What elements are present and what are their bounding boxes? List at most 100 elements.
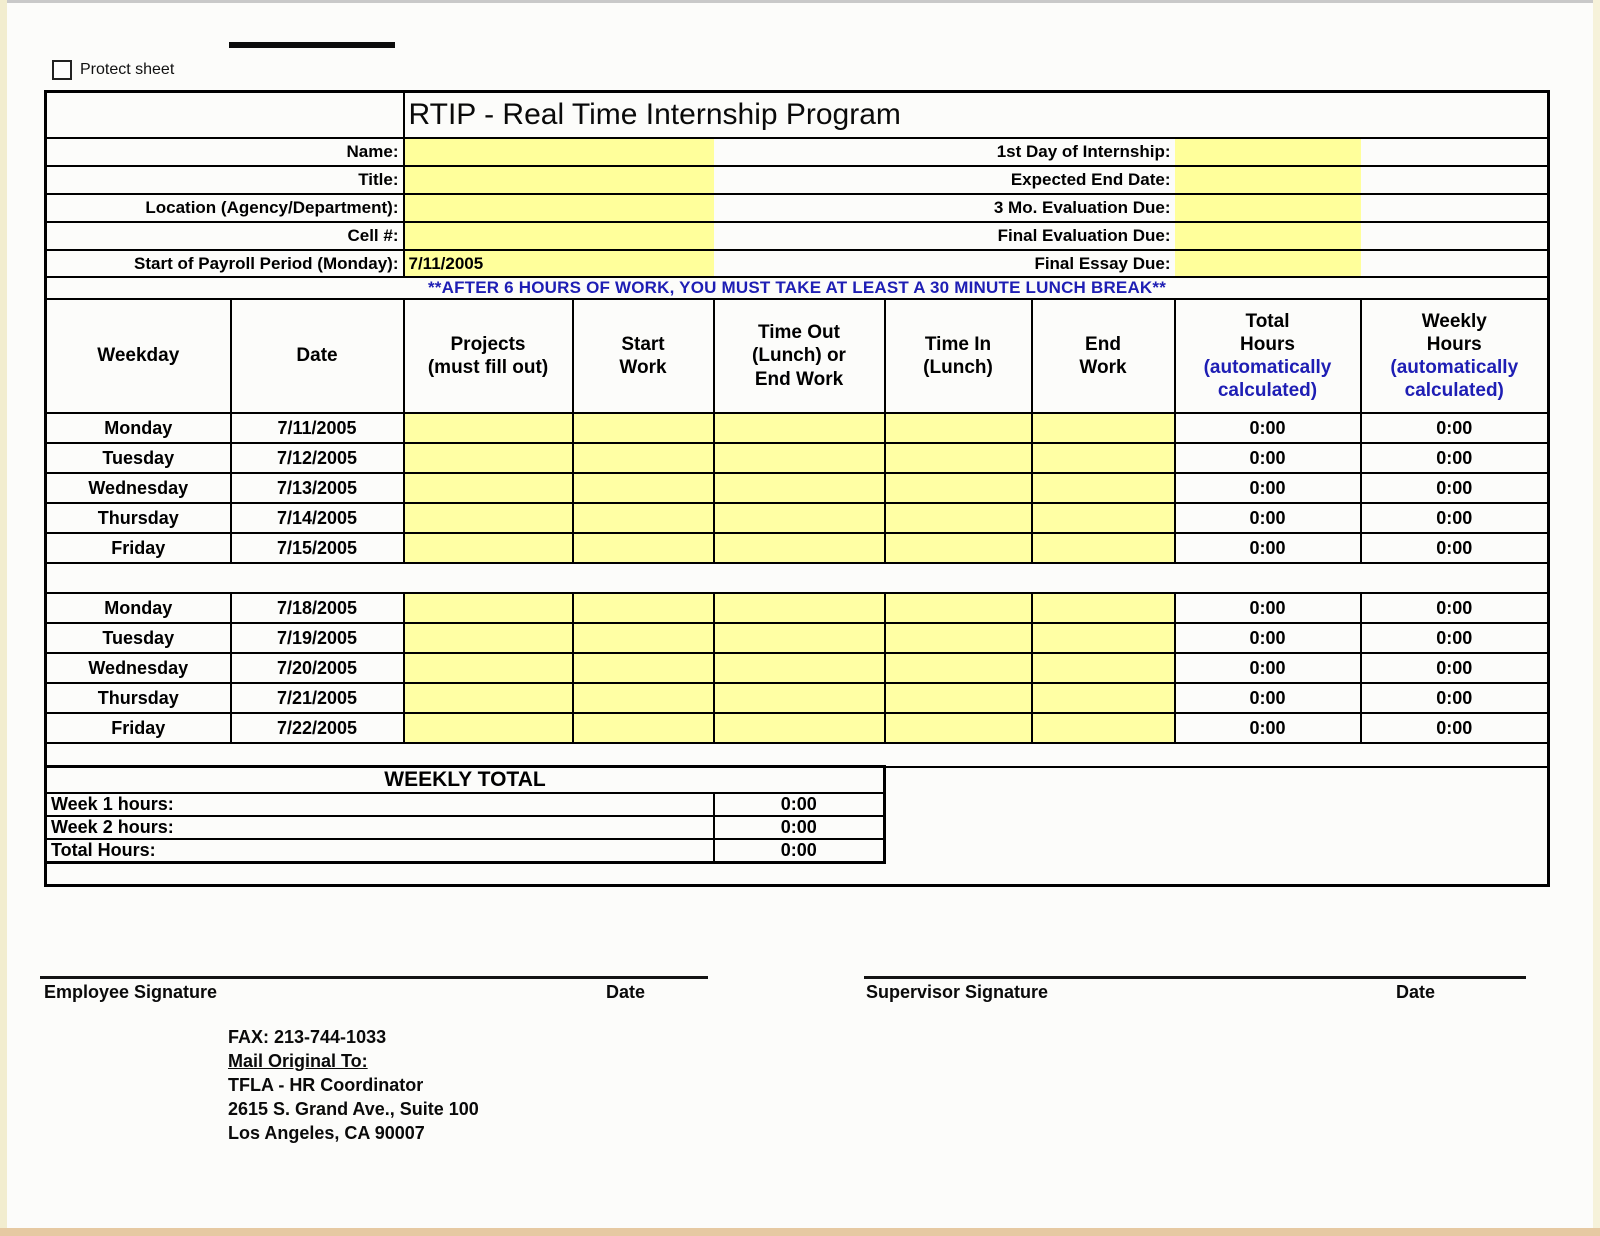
name-input-cell[interactable] xyxy=(402,137,714,167)
weekly-hours-cell: 0:00 xyxy=(1359,532,1550,564)
entry-start-work-cell[interactable] xyxy=(571,712,715,744)
page-border-top xyxy=(0,0,1600,3)
entry-start-work-cell[interactable] xyxy=(571,442,715,474)
weekly-hours-cell: 0:00 xyxy=(1359,442,1550,474)
entry-time-in-cell[interactable] xyxy=(883,532,1033,564)
entry-time-out-cell[interactable] xyxy=(712,472,886,504)
entry-projects-cell[interactable] xyxy=(402,652,574,684)
entry-time-in-cell[interactable] xyxy=(883,442,1033,474)
entry-projects-cell[interactable] xyxy=(402,412,574,444)
entry-time-in-cell[interactable] xyxy=(883,592,1033,624)
entry-projects-cell[interactable] xyxy=(402,532,574,564)
entry-start-work-cell[interactable] xyxy=(571,412,715,444)
payroll-start-input-cell[interactable]: 7/11/2005 xyxy=(402,249,714,278)
total-hours-cell: 0:00 xyxy=(1173,502,1362,534)
timesheet-table: RTIP - Real Time Internship Program Name… xyxy=(44,90,1551,887)
entry-projects-cell[interactable] xyxy=(402,592,574,624)
table-row: Monday 7/18/2005 0:00 0:00 xyxy=(44,592,1550,624)
entry-end-work-cell[interactable] xyxy=(1030,652,1176,684)
entry-end-work-cell[interactable] xyxy=(1030,712,1176,744)
entry-time-out-cell[interactable] xyxy=(712,502,886,534)
date-cell: 7/22/2005 xyxy=(229,712,405,744)
entry-time-out-cell[interactable] xyxy=(712,682,886,714)
supervisor-signature-line xyxy=(864,976,1526,979)
entry-projects-cell[interactable] xyxy=(402,442,574,474)
page-border-right xyxy=(1593,0,1600,1236)
entry-projects-cell[interactable] xyxy=(402,682,574,714)
location-input-cell[interactable] xyxy=(402,193,714,223)
weekday-cell: Tuesday xyxy=(44,622,232,654)
entry-start-work-cell[interactable] xyxy=(571,622,715,654)
jobtitle-input-cell[interactable] xyxy=(402,165,714,195)
final-eval-input-cell[interactable] xyxy=(1174,221,1361,251)
entry-time-out-cell[interactable] xyxy=(712,412,886,444)
location-label: Location (Agency/Department): xyxy=(44,193,404,223)
final-essay-label: Final Essay Due: xyxy=(713,249,1175,278)
col-header-end-work: End Work xyxy=(1030,298,1176,414)
entry-projects-cell[interactable] xyxy=(402,502,574,534)
entry-time-in-cell[interactable] xyxy=(883,712,1033,744)
col-header-time-out: Time Out (Lunch) or End Work xyxy=(712,298,886,414)
entry-end-work-cell[interactable] xyxy=(1030,532,1176,564)
three-mo-eval-input-cell[interactable] xyxy=(1174,193,1361,223)
cell-number-input-cell[interactable] xyxy=(402,221,714,251)
week-spacer-row xyxy=(44,562,1550,594)
entry-time-out-cell[interactable] xyxy=(712,652,886,684)
final-essay-input-cell[interactable] xyxy=(1174,249,1361,278)
weekday-cell: Tuesday xyxy=(44,442,232,474)
table-row: Friday 7/15/2005 0:00 0:00 xyxy=(44,532,1550,564)
entry-projects-cell[interactable] xyxy=(402,712,574,744)
week2-hours-label: Week 2 hours: xyxy=(44,815,715,840)
weekday-cell: Wednesday xyxy=(44,472,232,504)
total-hours-cell: 0:00 xyxy=(1173,622,1362,654)
entry-time-in-cell[interactable] xyxy=(883,622,1033,654)
entry-end-work-cell[interactable] xyxy=(1030,622,1176,654)
first-day-input-cell[interactable] xyxy=(1174,137,1361,167)
entry-end-work-cell[interactable] xyxy=(1030,442,1176,474)
entry-start-work-cell[interactable] xyxy=(571,592,715,624)
entry-start-work-cell[interactable] xyxy=(571,472,715,504)
entry-time-out-cell[interactable] xyxy=(712,712,886,744)
form-row-blank-cell xyxy=(1360,193,1550,223)
entry-time-out-cell[interactable] xyxy=(712,592,886,624)
entry-end-work-cell[interactable] xyxy=(1030,682,1176,714)
protect-sheet-checkbox[interactable] xyxy=(52,60,72,80)
entry-time-in-cell[interactable] xyxy=(883,652,1033,684)
total-hours-cell: 0:00 xyxy=(1173,682,1362,714)
entry-start-work-cell[interactable] xyxy=(571,532,715,564)
weekly-hours-cell: 0:00 xyxy=(1359,682,1550,714)
entry-projects-cell[interactable] xyxy=(402,622,574,654)
entry-projects-cell[interactable] xyxy=(402,472,574,504)
entry-time-in-cell[interactable] xyxy=(883,472,1033,504)
week1-hours-label: Week 1 hours: xyxy=(44,792,715,817)
entry-end-work-cell[interactable] xyxy=(1030,472,1176,504)
expected-end-input-cell[interactable] xyxy=(1174,165,1361,195)
cell-number-label: Cell #: xyxy=(44,221,404,251)
employee-signature-label: Employee Signature xyxy=(44,982,218,1002)
weekday-cell: Wednesday xyxy=(44,652,232,684)
date-cell: 7/12/2005 xyxy=(229,442,405,474)
entry-time-in-cell[interactable] xyxy=(883,502,1033,534)
table-row: Friday 7/22/2005 0:00 0:00 xyxy=(44,712,1550,744)
entry-start-work-cell[interactable] xyxy=(571,682,715,714)
title-left-blank-cell xyxy=(44,90,405,139)
entry-time-in-cell[interactable] xyxy=(883,412,1033,444)
entry-time-out-cell[interactable] xyxy=(712,442,886,474)
page-border-bottom xyxy=(0,1228,1600,1236)
entry-time-out-cell[interactable] xyxy=(712,532,886,564)
entry-end-work-cell[interactable] xyxy=(1030,412,1176,444)
employee-date-label: Date xyxy=(606,982,646,1002)
entry-time-out-cell[interactable] xyxy=(712,622,886,654)
total-hours-label: Total Hours: xyxy=(44,838,715,864)
entry-time-in-cell[interactable] xyxy=(883,682,1033,714)
entry-end-work-cell[interactable] xyxy=(1030,502,1176,534)
section-gap-row xyxy=(44,743,1550,768)
header-auto-note: (automatically calculated) xyxy=(1203,357,1332,402)
protect-sheet-control[interactable]: Protect sheet xyxy=(52,60,174,80)
entry-end-work-cell[interactable] xyxy=(1030,592,1176,624)
entry-start-work-cell[interactable] xyxy=(571,502,715,534)
weekday-cell: Thursday xyxy=(44,502,232,534)
total-hours-cell: 0:00 xyxy=(1173,652,1362,684)
header-text: End Work xyxy=(1079,333,1127,378)
entry-start-work-cell[interactable] xyxy=(571,652,715,684)
